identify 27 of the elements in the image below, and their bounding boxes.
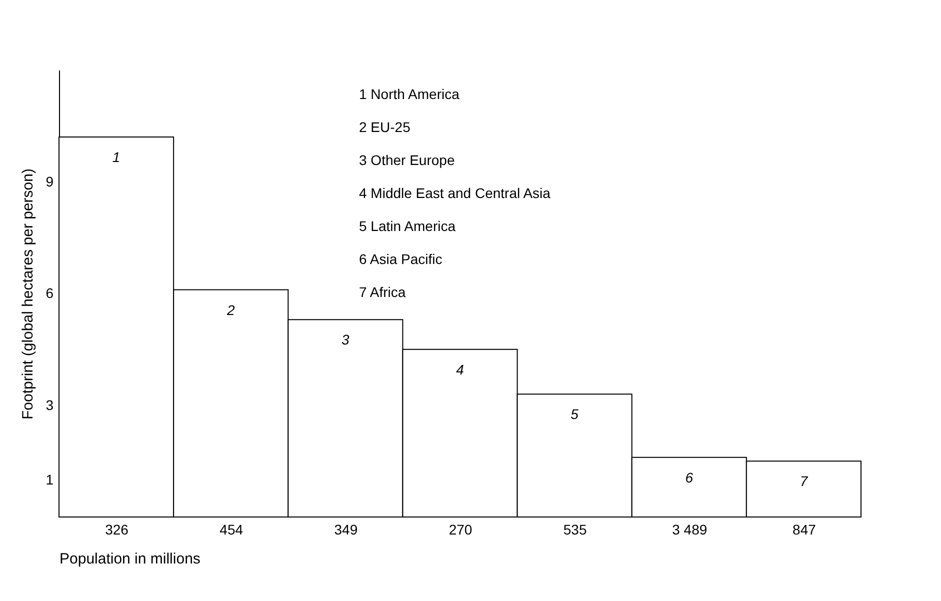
annotation: 7 Africa (359, 284, 406, 300)
annotation: 2 EU-25 (359, 119, 411, 135)
annotation: 2 (226, 302, 235, 318)
y-tick-label: 1 (46, 471, 54, 488)
y-tick-label: 9 (46, 173, 54, 190)
annotation: 1 (112, 149, 120, 166)
x-tick-label: 326 (105, 522, 129, 538)
x-tick-label: 454 (220, 522, 244, 538)
annotation: 1 North America (359, 86, 460, 102)
annotation: 6 Asia Pacific (359, 251, 442, 267)
annotation: 5 Latin America (359, 218, 456, 234)
x-tick-label: 3 489 (672, 522, 708, 538)
x-tick-label: 847 (792, 522, 816, 538)
y-tick-label: 3 (46, 396, 54, 413)
y-tick-label: 6 (46, 285, 54, 301)
x-axis-title: Population in millions (60, 550, 200, 568)
y-axis-title: Footprint (global hectares per person) (20, 168, 37, 420)
annotation: 6 (685, 469, 694, 486)
annotation: 3 (342, 332, 350, 348)
annotation: 4 Middle East and Central Asia (359, 185, 551, 201)
x-tick-label: 270 (448, 522, 472, 538)
x-tick-label: 349 (334, 522, 358, 538)
x-tick-label: 535 (563, 522, 587, 538)
annotation: 4 (456, 361, 464, 378)
annotation: 3 Other Europe (359, 152, 455, 168)
annotation: 7 (800, 473, 809, 490)
annotation: 5 (570, 406, 579, 422)
